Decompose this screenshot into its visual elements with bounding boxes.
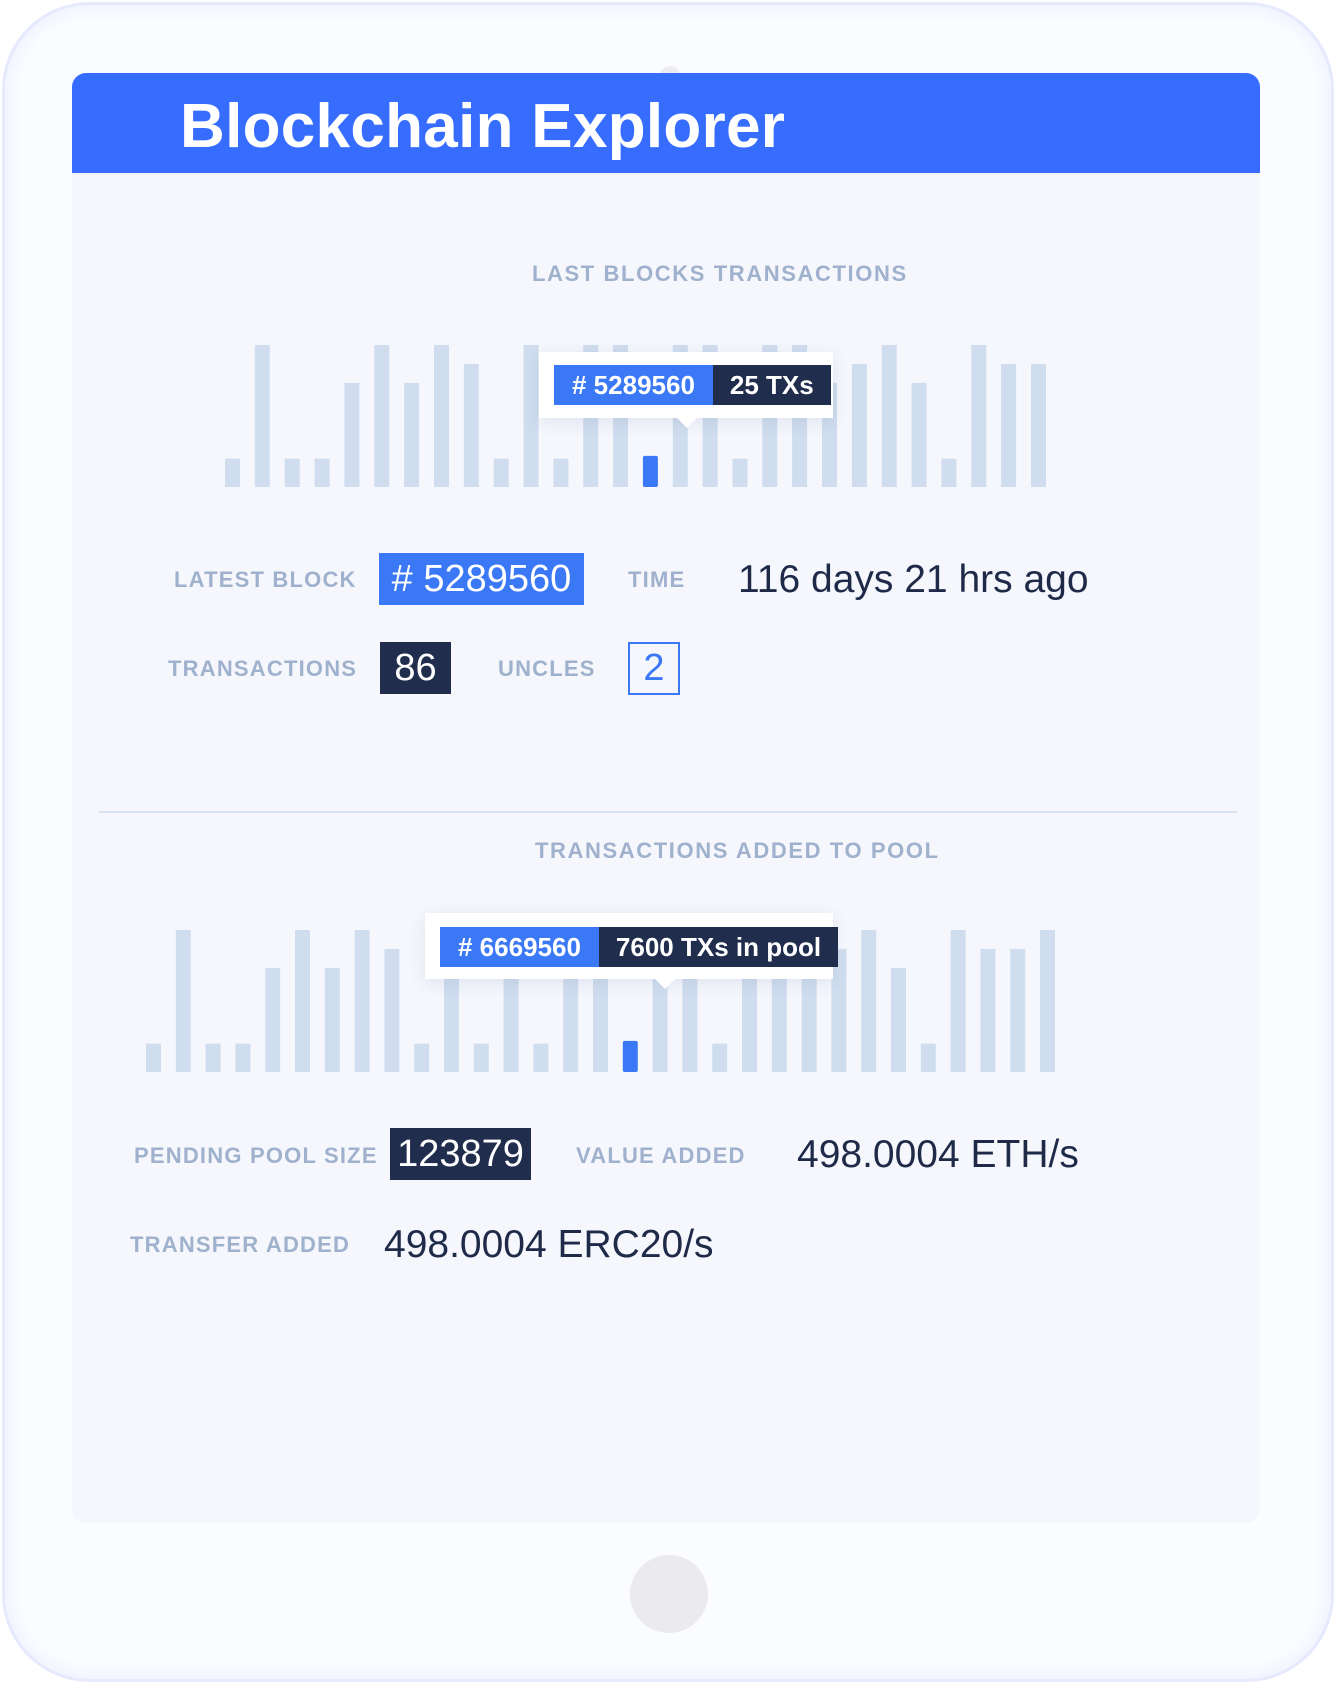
pool-tooltip-arrow bbox=[655, 979, 675, 989]
transfer-added-label: TRANSFER ADDED bbox=[130, 1232, 351, 1257]
chart-bar[interactable] bbox=[265, 967, 281, 1072]
chart-bar[interactable] bbox=[851, 363, 867, 487]
chart-bar[interactable] bbox=[1001, 363, 1017, 487]
chart-bar[interactable] bbox=[295, 930, 310, 1072]
chart-bar[interactable] bbox=[434, 345, 449, 487]
value-added-value: 498.0004 ETH/s bbox=[797, 1133, 1079, 1176]
pending-pool-size-value[interactable]: 123879 bbox=[390, 1128, 531, 1180]
uncles-label: UNCLES bbox=[498, 656, 596, 681]
chart-bar[interactable] bbox=[980, 948, 996, 1072]
chart-bar[interactable] bbox=[941, 458, 957, 487]
chart-bar[interactable] bbox=[533, 1043, 549, 1072]
chart-bar[interactable] bbox=[324, 967, 340, 1072]
blocks-section-title: LAST BLOCKS TRANSACTIONS bbox=[532, 261, 908, 286]
title-bar: Blockchain Explorer bbox=[72, 73, 1260, 173]
chart-bar[interactable] bbox=[1031, 363, 1046, 487]
chart-bar[interactable] bbox=[950, 930, 966, 1072]
pool-tooltip-block: # 6669560 bbox=[440, 927, 599, 967]
chart-bar[interactable] bbox=[254, 345, 270, 487]
chart-bar[interactable] bbox=[404, 382, 420, 487]
app-screen: Blockchain Explorer LAST BLOCKS TRANSACT… bbox=[72, 73, 1260, 1523]
section-divider bbox=[99, 811, 1237, 813]
value-added-label: VALUE ADDED bbox=[576, 1143, 746, 1168]
app-title: Blockchain Explorer bbox=[180, 92, 786, 161]
chart-bar[interactable] bbox=[175, 930, 191, 1072]
chart-bar[interactable] bbox=[493, 458, 509, 487]
chart-bar[interactable] bbox=[971, 345, 987, 487]
chart-bar[interactable] bbox=[314, 458, 330, 487]
chart-bar-highlighted[interactable] bbox=[622, 1040, 638, 1072]
chart-bar[interactable] bbox=[146, 1043, 161, 1072]
chart-bar[interactable] bbox=[1040, 930, 1055, 1072]
latest-block-value[interactable]: # 5289560 bbox=[379, 553, 584, 605]
chart-bar[interactable] bbox=[920, 1043, 936, 1072]
chart-bar[interactable] bbox=[891, 967, 906, 1072]
chart-bar[interactable] bbox=[732, 458, 748, 487]
chart-bar[interactable] bbox=[235, 1043, 251, 1072]
chart-bar-highlighted[interactable] bbox=[642, 455, 658, 487]
pool-section-title: TRANSACTIONS ADDED TO POOL bbox=[535, 838, 940, 863]
transfer-added-value: 498.0004 ERC20/s bbox=[384, 1223, 714, 1266]
time-value: 116 days 21 hrs ago bbox=[738, 558, 1089, 601]
uncles-value[interactable]: 2 bbox=[628, 642, 680, 695]
chart-bar[interactable] bbox=[911, 382, 927, 487]
chart-bar[interactable] bbox=[384, 948, 400, 1072]
pending-pool-size-label: PENDING POOL SIZE bbox=[134, 1143, 378, 1168]
chart-bar[interactable] bbox=[205, 1043, 221, 1072]
chart-bar[interactable] bbox=[861, 930, 877, 1072]
chart-bar[interactable] bbox=[553, 458, 569, 487]
chart-bar[interactable] bbox=[473, 1043, 489, 1072]
blocks-tooltip-txs: 25 TXs bbox=[712, 365, 831, 405]
latest-block-label: LATEST BLOCK bbox=[174, 567, 357, 592]
time-label: TIME bbox=[628, 567, 686, 592]
chart-bar[interactable] bbox=[374, 345, 390, 487]
pool-tooltip-txs: 7600 TXs in pool bbox=[598, 927, 839, 967]
chart-bar[interactable] bbox=[801, 967, 817, 1072]
chart-bar[interactable] bbox=[463, 363, 479, 487]
chart-bar[interactable] bbox=[344, 382, 360, 487]
blocks-bar-chart bbox=[225, 345, 1046, 487]
chart-bar[interactable] bbox=[354, 930, 370, 1072]
chart-bar[interactable] bbox=[225, 458, 240, 487]
blocks-tooltip-arrow bbox=[677, 418, 697, 428]
home-button[interactable] bbox=[630, 1555, 708, 1633]
chart-bar[interactable] bbox=[523, 345, 539, 487]
transactions-label: TRANSACTIONS bbox=[168, 656, 358, 681]
blocks-tooltip-block: # 5289560 bbox=[554, 365, 713, 405]
chart-bar[interactable] bbox=[712, 1043, 728, 1072]
transactions-value[interactable]: 86 bbox=[380, 642, 451, 694]
chart-bar[interactable] bbox=[831, 948, 847, 1072]
chart-bar[interactable] bbox=[1010, 948, 1026, 1072]
chart-bar[interactable] bbox=[414, 1043, 430, 1072]
blocks-tooltip: # 5289560 25 TXs bbox=[539, 352, 833, 418]
chart-bar[interactable] bbox=[284, 458, 300, 487]
pool-tooltip: # 6669560 7600 TXs in pool bbox=[425, 913, 839, 979]
chart-bar[interactable] bbox=[881, 345, 897, 487]
